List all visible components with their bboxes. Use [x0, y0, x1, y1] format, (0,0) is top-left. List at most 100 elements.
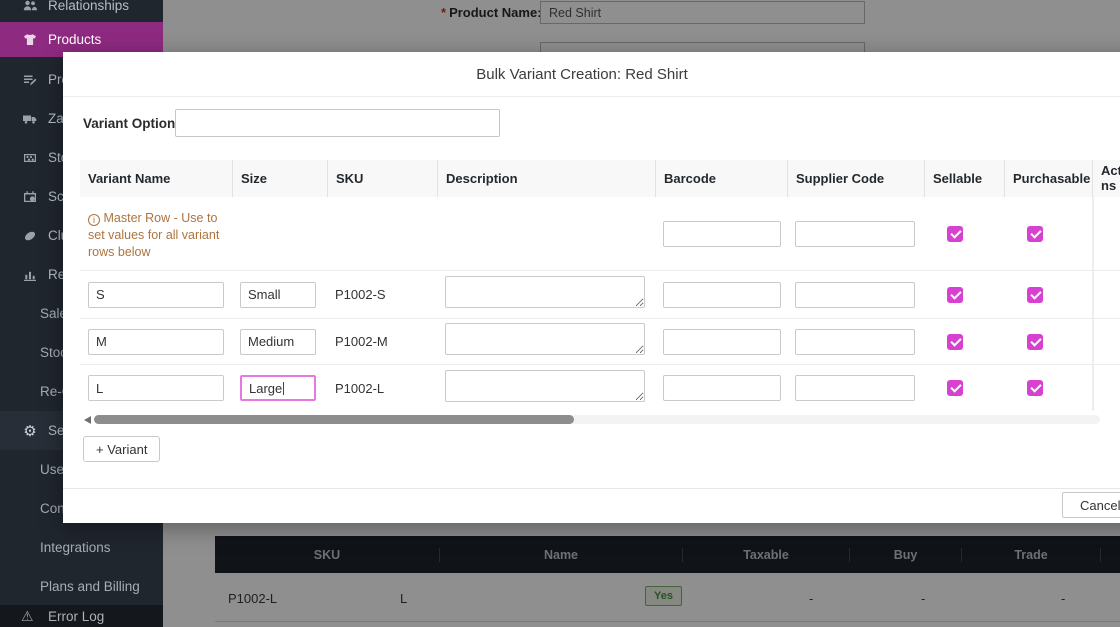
variant-table-header: SKU Name Taxable Buy Trade Ret	[215, 536, 1120, 573]
master-purchasable-checkbox[interactable]	[1027, 225, 1043, 242]
calendar-icon	[21, 189, 39, 205]
sidebar-item-plans-billing[interactable]: Plans and Billing	[0, 567, 163, 606]
product-name-label: * Product Name:	[441, 5, 542, 20]
header-size: Size	[232, 160, 327, 197]
column-header-taxable: Taxable	[682, 547, 849, 562]
barcode-input[interactable]	[663, 281, 781, 308]
purchasable-checkbox[interactable]	[1027, 286, 1043, 303]
sidebar-item-label: Error Log	[48, 608, 105, 624]
sidebar-item-relationships[interactable]: Relationships	[0, 0, 163, 25]
supplier-code-input[interactable]	[795, 375, 915, 401]
sidebar-item-label: Sale	[40, 306, 68, 321]
scroll-left-arrow-icon[interactable]	[84, 416, 91, 424]
sidebar-item-label: Products	[48, 32, 102, 47]
scrollbar-thumb[interactable]	[94, 415, 574, 424]
bulk-variant-modal: Bulk Variant Creation: Red Shirt Variant…	[63, 52, 1120, 523]
sku-value: P1002-L	[335, 380, 385, 396]
description-textarea[interactable]	[445, 323, 645, 355]
modal-title: Bulk Variant Creation: Red Shirt	[476, 66, 688, 83]
supplier-code-input[interactable]	[795, 281, 915, 308]
row-name: L	[400, 591, 408, 606]
header-variant-name: Variant Name	[88, 171, 171, 186]
variant-table-header-row: Variant Name Size SKU Description Barcod…	[80, 160, 1120, 197]
row-sku: P1002-L	[228, 591, 278, 606]
sellable-checkbox[interactable]	[947, 333, 963, 350]
variant-row-m: P1002-M	[80, 319, 1120, 365]
column-header-retail: Ret	[1100, 547, 1120, 562]
row-trade: -	[921, 591, 926, 606]
barcode-input[interactable]	[663, 375, 781, 401]
sidebar-item-conf[interactable]: Conf	[0, 489, 163, 528]
modal-footer: Cancel	[63, 488, 1120, 523]
barcode-input[interactable]	[663, 328, 781, 355]
size-input[interactable]	[240, 281, 316, 308]
variant-editor-table: Variant Name Size SKU Description Barcod…	[80, 160, 1120, 411]
sidebar-item-products[interactable]: Products	[0, 22, 163, 57]
purchasable-checkbox[interactable]	[1027, 333, 1043, 350]
tshirt-icon	[21, 32, 39, 48]
size-input[interactable]	[240, 328, 316, 355]
add-variant-button[interactable]: + Variant	[83, 436, 161, 462]
sidebar-item-label: Integrations	[40, 540, 111, 555]
ball-icon	[21, 228, 39, 244]
variant-option-label: Variant Option:	[83, 116, 180, 131]
master-barcode-input[interactable]	[663, 220, 781, 247]
sellable-checkbox[interactable]	[947, 380, 963, 396]
master-sellable-checkbox[interactable]	[947, 225, 963, 242]
horizontal-scrollbar[interactable]	[94, 415, 1100, 424]
sidebar-item-label: Relationships	[48, 0, 130, 13]
sidebar-item-label: Plans and Billing	[40, 579, 140, 594]
sku-value: P1002-S	[335, 287, 386, 302]
supplier-code-input[interactable]	[795, 328, 915, 355]
sidebar-item-label: Stoc	[40, 345, 68, 360]
sellable-checkbox[interactable]	[947, 286, 963, 303]
column-header-sku: SKU	[313, 547, 341, 562]
variant-row-l: P1002-L	[80, 365, 1120, 411]
column-header-name: Name	[439, 547, 682, 562]
master-row-note: Master Row - Use to set values for all v…	[80, 197, 232, 261]
header-description: Description	[437, 160, 655, 197]
abacus-icon	[21, 150, 39, 166]
variant-name-input[interactable]	[88, 281, 224, 308]
sidebar-item-stock[interactable]: Stoc	[0, 333, 163, 372]
row-retail: -	[1061, 591, 1066, 606]
variant-name-input[interactable]	[88, 328, 224, 355]
header-actions: Actions	[1092, 160, 1120, 197]
master-row: Master Row - Use to set values for all v…	[80, 197, 1120, 271]
divider	[63, 96, 1120, 97]
sku-value: P1002-M	[335, 334, 388, 349]
bar-chart-icon	[21, 267, 39, 283]
table-row[interactable]: P1002-L L Yes - - -	[215, 573, 1120, 622]
row-buy: -	[809, 591, 814, 606]
column-header-buy: Buy	[849, 547, 961, 562]
sidebar-item-integrations[interactable]: Integrations	[0, 528, 163, 567]
warning-icon: ⚠	[21, 607, 34, 624]
sidebar-item-label: Conf	[40, 501, 69, 516]
header-sku: SKU	[327, 160, 437, 197]
variant-option-input[interactable]	[175, 109, 500, 137]
header-sellable: Sellable	[924, 160, 1004, 197]
header-barcode: Barcode	[655, 160, 787, 197]
sidebar-item-users[interactable]: User	[0, 450, 163, 489]
master-supplier-code-input[interactable]	[795, 220, 915, 247]
sidebar-item-error-log[interactable]: ⚠ Error Log	[0, 605, 163, 627]
required-mark: *	[441, 5, 447, 20]
sidebar-item-sales[interactable]: Sale	[0, 294, 163, 333]
sidebar-item-label: User	[40, 462, 69, 477]
header-purchasable: Purchasable	[1004, 160, 1092, 197]
cancel-button[interactable]: Cancel	[1062, 492, 1120, 518]
description-textarea[interactable]	[445, 369, 645, 402]
description-textarea[interactable]	[445, 276, 645, 308]
product-name-input[interactable]	[540, 1, 865, 24]
column-header-trade: Trade	[961, 547, 1100, 562]
truck-icon	[21, 111, 39, 127]
edit-note-icon	[21, 72, 39, 88]
header-supplier-code: Supplier Code	[787, 160, 924, 197]
purchasable-checkbox[interactable]	[1027, 380, 1043, 396]
info-icon	[88, 214, 100, 226]
gear-icon: ⚙	[23, 422, 37, 440]
variant-name-input[interactable]	[88, 375, 224, 401]
variant-row-s: P1002-S	[80, 271, 1120, 319]
size-input-focused[interactable]	[240, 375, 316, 401]
